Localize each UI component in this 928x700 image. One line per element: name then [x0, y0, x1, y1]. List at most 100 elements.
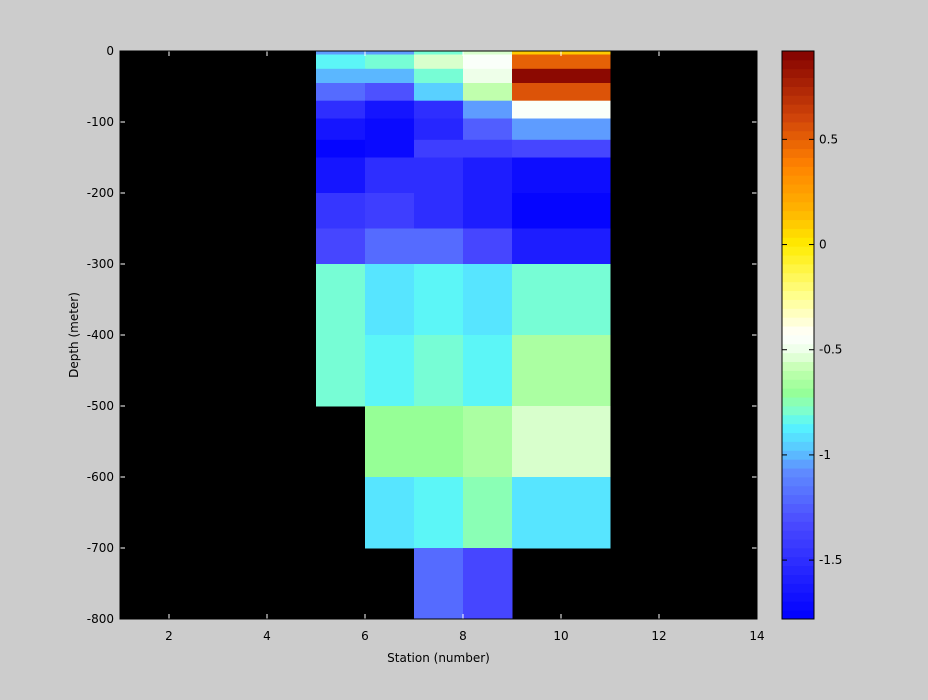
- heatmap-cell: [512, 335, 611, 407]
- y-tick-label: -800: [87, 612, 114, 626]
- colorbar-segment: [782, 264, 814, 274]
- heatmap-cell: [512, 118, 611, 141]
- heatmap-cell: [316, 157, 366, 194]
- x-tick-label: 8: [459, 629, 467, 643]
- colorbar-segment: [782, 601, 814, 611]
- heatmap-cell: [463, 51, 513, 55]
- heatmap-cell: [463, 193, 513, 229]
- heatmap-cell: [414, 335, 464, 407]
- y-tick-label: -300: [87, 257, 114, 271]
- y-tick-label: -700: [87, 541, 114, 555]
- heatmap-cell: [463, 406, 513, 478]
- colorbar-segment: [782, 485, 814, 496]
- colorbar-segment: [782, 122, 814, 132]
- colorbar-segment: [782, 397, 814, 407]
- heatmap-cell: [463, 264, 513, 336]
- heatmap-cell: [414, 548, 464, 620]
- colorbar-segment: [782, 565, 814, 576]
- plot-frame: [119, 50, 758, 620]
- colorbar-segment: [782, 228, 814, 238]
- colorbar-segment: [782, 184, 814, 194]
- colorbar-tick-label: -0.5: [819, 343, 842, 357]
- heatmap-cell: [463, 157, 513, 194]
- colorbar-segment: [782, 104, 814, 114]
- heatmap-cell: [512, 264, 611, 336]
- heatmap-cell: [365, 83, 415, 102]
- heatmap-cell: [463, 118, 513, 141]
- heatmap-cell: [365, 477, 415, 549]
- colorbar-segment: [782, 379, 814, 389]
- colorbar-segment: [782, 272, 814, 283]
- colorbar-segment: [782, 68, 814, 79]
- colorbar-segment: [782, 246, 814, 256]
- colorbar-segment: [782, 237, 814, 247]
- heatmap-cell: [365, 228, 415, 265]
- heatmap-cell: [365, 335, 415, 407]
- colorbar-segment: [782, 539, 814, 549]
- colorbar-segment: [782, 335, 814, 345]
- colorbar: 0.5 0 -0.5 -1 -1.5: [781, 50, 842, 620]
- y-tick-label: -600: [87, 470, 114, 484]
- heatmap-cell: [365, 51, 415, 55]
- heatmap-cell: [414, 193, 464, 229]
- heatmap-cell: [414, 54, 464, 70]
- heatmap-cell: [512, 406, 611, 478]
- heatmap-cell: [463, 477, 513, 549]
- y-tick-label: -100: [87, 115, 114, 129]
- heatmap-cell: [512, 54, 611, 70]
- colorbar-tick-label: -1.5: [819, 553, 842, 567]
- colorbar-tick-label: 0: [819, 238, 827, 252]
- heatmap-cell: [414, 51, 464, 55]
- y-axis-label: Depth (meter): [67, 292, 81, 378]
- colorbar-tick-label: -1: [819, 448, 831, 462]
- x-tick-label: 10: [553, 629, 568, 643]
- heatmap-cell: [463, 335, 513, 407]
- heatmap-cell: [463, 228, 513, 265]
- heatmap-cell: [463, 68, 513, 84]
- heatmap-cell: [414, 68, 464, 84]
- colorbar-segment: [782, 503, 814, 513]
- colorbar-segment: [782, 51, 814, 61]
- colorbar-segment: [782, 388, 814, 398]
- colorbar-frame: [781, 50, 815, 620]
- heatmap-cell: [512, 83, 611, 102]
- heatmap-cell: [512, 68, 611, 84]
- colorbar-segment: [782, 592, 814, 602]
- heatmap-cell: [316, 100, 366, 119]
- colorbar-segment: [782, 574, 814, 584]
- colorbar-segment: [782, 317, 814, 327]
- heatmap-cell: [463, 100, 513, 119]
- heatmap-cell: [414, 139, 464, 159]
- heatmap-cell: [414, 100, 464, 119]
- heatmap-cell: [316, 51, 366, 55]
- colorbar-segment: [782, 210, 814, 221]
- heatmap-cells: [316, 51, 611, 620]
- colorbar-segment: [782, 255, 814, 265]
- heatmap-cell: [414, 118, 464, 141]
- colorbar-segment: [782, 281, 814, 292]
- heatmap-cell: [316, 118, 366, 141]
- y-tick-label: 0: [106, 44, 114, 58]
- colorbar-segment: [782, 361, 814, 371]
- heatmap-cell: [414, 83, 464, 102]
- heatmap-cell: [463, 83, 513, 102]
- colorbar-segment: [782, 352, 814, 363]
- heatmap-cell: [512, 100, 611, 119]
- colorbar-segment: [782, 299, 814, 309]
- colorbar-segment: [782, 530, 814, 540]
- colorbar-segment: [782, 343, 814, 354]
- colorbar-segment: [782, 477, 814, 487]
- colorbar-segment: [782, 157, 814, 167]
- colorbar-segment: [782, 175, 814, 185]
- heatmap-cell: [365, 54, 415, 70]
- colorbar-segment: [782, 406, 814, 416]
- colorbar-segment: [782, 326, 814, 336]
- y-tick-label: -400: [87, 328, 114, 342]
- y-axis: 0 -100 -200 -300 -400 -500 -600 -700 -800: [87, 44, 757, 626]
- colorbar-segment: [782, 219, 814, 229]
- colorbar-segment: [782, 459, 814, 469]
- heatmap-cell: [512, 193, 611, 229]
- colorbar-segment: [782, 414, 814, 425]
- heatmap-cell: [414, 406, 464, 478]
